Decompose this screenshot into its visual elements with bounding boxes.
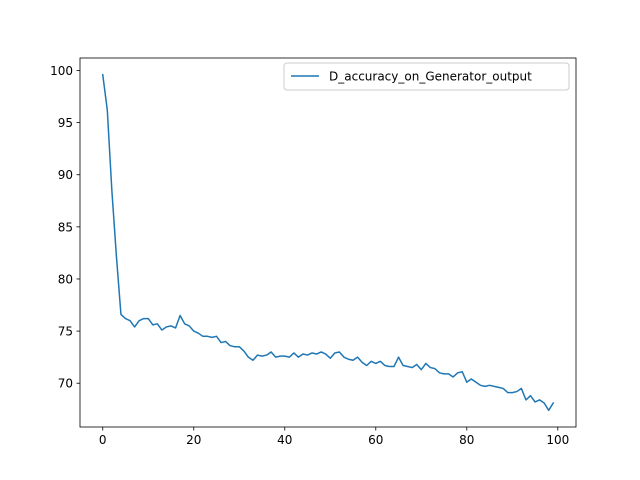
series-layer [101, 73, 555, 412]
y-tick-label: 75 [58, 325, 73, 339]
y-tick-label: 85 [58, 220, 73, 234]
legend-box [283, 62, 570, 91]
series-line [101, 73, 555, 412]
plot-area [80, 58, 576, 427]
x-tick-label: 60 [368, 433, 383, 447]
y-tick-label: 95 [58, 116, 73, 130]
x-axis: 0 20 40 60 80 100 [99, 427, 569, 447]
x-tick-label: 80 [459, 433, 474, 447]
x-tick-label: 40 [277, 433, 292, 447]
y-tick-label: 90 [58, 168, 73, 182]
y-axis: 70 75 80 85 90 95 100 [50, 64, 80, 391]
legend-label: D_accuracy_on_Generator_output [329, 70, 532, 84]
plot-frame [79, 57, 577, 428]
x-tick-label: 0 [99, 433, 107, 447]
y-tick-label: 80 [58, 272, 73, 286]
y-tick-label: 100 [50, 64, 73, 78]
x-tick-label: 20 [186, 433, 201, 447]
x-tick-label: 100 [546, 433, 569, 447]
y-tick-label: 70 [58, 377, 73, 391]
legend: D_accuracy_on_Generator_output [283, 62, 570, 91]
